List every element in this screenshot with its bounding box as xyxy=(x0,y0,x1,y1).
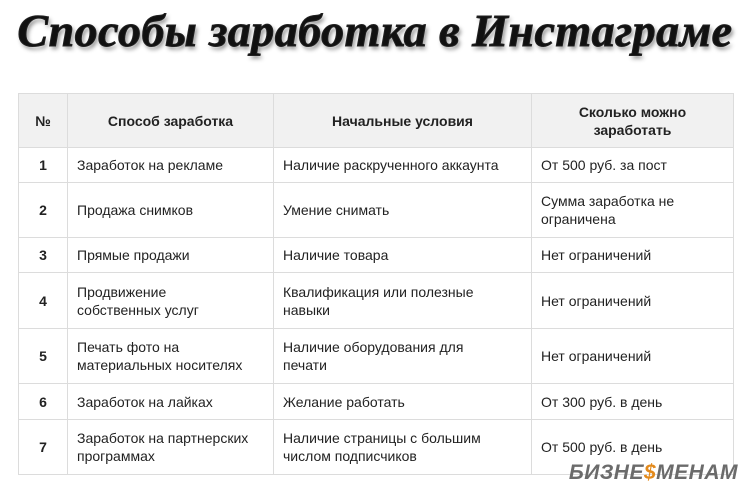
row-number: 2 xyxy=(18,182,68,238)
table-cell: Наличие страницы с большим числом подписч… xyxy=(273,419,532,475)
table-row: 5 Печать фото на материальных носителях Нал… xyxy=(18,328,734,384)
cell-line: заработать xyxy=(593,121,672,138)
table-cell: Заработок на партнерских программах xyxy=(67,419,274,475)
row-number: 5 xyxy=(18,328,68,384)
cell-line: Печать фото на xyxy=(77,339,180,355)
table-row: 1 Заработок на рекламе Наличие раскрученно… xyxy=(18,147,734,183)
cell-line: Наличие оборудования для xyxy=(283,339,464,355)
table-row: 7 Заработок на партнерских программах Налич… xyxy=(18,419,734,475)
logo-part: $ xyxy=(643,461,657,484)
column-header: Способ заработка xyxy=(67,93,274,148)
column-header: № xyxy=(18,93,68,148)
table-body: 1 Заработок на рекламе Наличие раскрученно… xyxy=(18,147,734,475)
cell-line: ограничена xyxy=(541,211,616,227)
header-row: № Способ заработка Начальные условия Скольк… xyxy=(18,93,734,148)
cell-line: Продвижение xyxy=(77,283,167,300)
row-number: 1 xyxy=(18,147,68,183)
logo-part: БИЗНЕ xyxy=(568,461,644,484)
row-number: 6 xyxy=(18,383,68,420)
table-cell: Наличие товара xyxy=(273,237,532,273)
cell-line: Сумма заработка не xyxy=(541,193,675,209)
cell-line: Наличие страницы с большим xyxy=(283,430,481,446)
column-header: Начальные условия xyxy=(273,93,532,148)
row-number: 3 xyxy=(18,237,68,273)
cell-line: Сколько можно xyxy=(578,103,687,120)
table-cell: От 500 руб. за пост xyxy=(531,147,734,183)
table-cell: Желание работать xyxy=(273,383,532,420)
logo: БИЗНЕ$МЕНАМ xyxy=(569,461,738,485)
cell-line: числом подписчиков xyxy=(283,448,417,464)
cell-line: навыки xyxy=(283,301,330,318)
table-cell: Наличие раскрученного аккаунта xyxy=(273,147,532,183)
table-cell: Нет ограничений xyxy=(531,237,734,273)
earnings-table: № Способ заработка Начальные условия Скольк… xyxy=(18,93,734,475)
table-row: 4 Продвижение собственных услуг Квалификаци… xyxy=(18,272,734,329)
cell-line: печати xyxy=(283,357,327,373)
table-row: 6 Заработок на лайках Желание работать От 3… xyxy=(18,383,734,420)
table-cell: От 500 руб. в день xyxy=(531,419,734,475)
table-cell: Прямые продажи xyxy=(67,237,274,273)
cell-line: Заработок на партнерских xyxy=(77,430,249,446)
table-cell: Наличие оборудования для печати xyxy=(273,328,532,384)
cell-line: Квалификация или полезные xyxy=(283,283,474,300)
row-number: 4 xyxy=(18,272,68,329)
table-cell: Нет ограничений xyxy=(531,272,734,329)
table-row: 2 Продажа снимков Умение снимать Сумма зара… xyxy=(18,182,734,238)
table-cell: Сумма заработка не ограничена xyxy=(531,182,734,238)
logo-part: МЕНАМ xyxy=(656,461,738,484)
cell-line: материальных носителях xyxy=(77,357,243,373)
page-title: Способы заработка в Инстаграме xyxy=(17,5,733,57)
table-cell: Продажа снимков xyxy=(67,182,274,238)
column-header: Сколько можно заработать xyxy=(531,93,734,148)
cell-line: собственных услуг xyxy=(77,301,199,318)
row-number: 7 xyxy=(18,419,68,475)
table-cell: Нет ограничений xyxy=(531,328,734,384)
cell-line: программах xyxy=(77,448,155,464)
table-cell: Продвижение собственных услуг xyxy=(67,272,274,329)
table-cell: Квалификация или полезные навыки xyxy=(273,272,532,329)
table-cell: Печать фото на материальных носителях xyxy=(67,328,274,384)
table-cell: Заработок на рекламе xyxy=(67,147,274,183)
table-cell: От 300 руб. в день xyxy=(531,383,734,420)
table-cell: Умение снимать xyxy=(273,182,532,238)
table-row: 3 Прямые продажи Наличие товара Нет огранич… xyxy=(18,237,734,273)
table-cell: Заработок на лайках xyxy=(67,383,274,420)
